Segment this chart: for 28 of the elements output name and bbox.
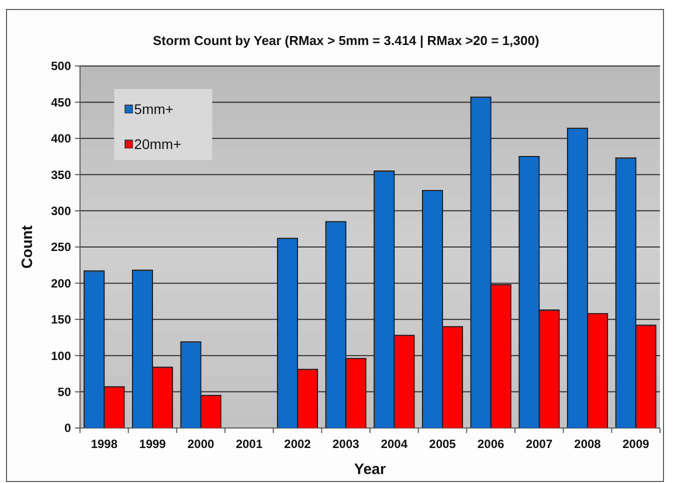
- y-tick-label: 250: [50, 240, 72, 254]
- legend-label: 5mm+: [134, 100, 174, 117]
- x-tick-label: 2005: [429, 437, 456, 451]
- x-tick-label: 2006: [477, 437, 505, 451]
- x-tick-label: 2002: [284, 437, 312, 451]
- x-tick-label: 2008: [574, 437, 602, 451]
- x-tick-label: 2001: [236, 437, 263, 451]
- x-tick-label: 2004: [380, 437, 408, 451]
- y-tick-label: 50: [58, 385, 72, 399]
- y-tick-label: 300: [50, 204, 72, 218]
- x-tick-label: 1999: [139, 437, 166, 451]
- y-tick-label: 350: [50, 168, 72, 182]
- y-tick-label: 100: [50, 348, 72, 363]
- y-tick-label: 0: [64, 421, 72, 436]
- y-tick-label: 200: [50, 276, 72, 290]
- y-tick-label: 400: [50, 132, 72, 146]
- x-tick-label: 2000: [187, 437, 215, 451]
- y-tick-label: 150: [50, 312, 72, 327]
- y-tick-label: 450: [50, 95, 72, 110]
- x-tick-label: 2007: [526, 437, 553, 451]
- x-tick-label: 1998: [90, 437, 118, 451]
- chart-title: Storm Count by Year (RMax > 5mm = 3.414 | RMax >20 = 1,300): [152, 33, 540, 48]
- x-tick-label: 2003: [332, 437, 360, 451]
- x-tick-label: 2009: [622, 437, 650, 451]
- y-tick-label: 500: [50, 59, 72, 74]
- y-axis-title: Count: [19, 225, 36, 269]
- legend-label: 20mm+: [134, 136, 182, 152]
- x-axis-title: Year: [354, 461, 386, 478]
